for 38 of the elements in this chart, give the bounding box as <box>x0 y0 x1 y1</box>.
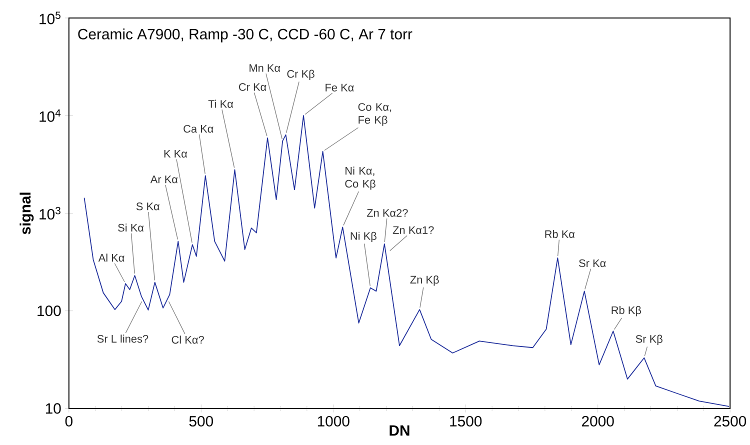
y-tick-label: 10$^{5}$ <box>40 12 60 24</box>
annotation: Sr Kβ <box>636 334 662 345</box>
text: Ceramic A7900, Ramp -30 C, CCD -60 C, Ar 7 torr <box>78 28 412 42</box>
line-series <box>84 114 730 407</box>
annotation: Ni Kα, Co Kβ <box>345 166 376 190</box>
y-tick-label: 10 <box>46 402 61 414</box>
annotation: Si Kα <box>118 223 144 232</box>
annotation: Zn Kα1? <box>392 226 434 234</box>
annotation: Al Kα <box>98 253 124 262</box>
x-tick-label: 0 <box>65 416 72 426</box>
annotation: Zn Kα2? <box>366 208 408 217</box>
annotation: Fe Kα <box>326 84 354 92</box>
annotation: Sr Kα <box>579 259 606 267</box>
x-tick-label: 1000 <box>318 416 350 426</box>
annotation: Cr Kβ <box>287 70 314 80</box>
annotation: Co Kα, Fe Kβ <box>358 102 392 126</box>
annotation: Sr L lines? <box>97 334 148 342</box>
x-tick-label: 2000 <box>582 416 614 426</box>
y-tick-label: 10$^{3}$ <box>40 206 60 220</box>
annotation: Cl Kα? <box>172 335 204 344</box>
y-axis-title: signal <box>20 192 34 234</box>
annotation: Ti Kα <box>208 100 234 108</box>
annotation: Rb Kα <box>545 230 575 238</box>
x-tick-label: 2500 <box>714 416 746 426</box>
y-tick-label: 100 <box>38 305 61 316</box>
annotation: Cr Kα <box>239 82 266 91</box>
annotation: K Kα <box>164 150 188 158</box>
annotation: Rb Kβ <box>612 306 642 316</box>
x-tick-label: 1500 <box>450 416 482 426</box>
annotation: Mn Kα <box>250 64 280 72</box>
x-tick-label: 500 <box>189 416 214 426</box>
x-axis-title: DN <box>390 425 410 436</box>
annotation: Ca Kα <box>184 124 214 132</box>
annotation: S Kα <box>136 202 160 210</box>
annotation: Ni Kβ <box>350 232 376 242</box>
annotation: Zn Kβ <box>410 275 439 286</box>
y-tick-label: 10$^{4}$ <box>40 109 61 122</box>
annotation: Ar Kα <box>150 175 178 184</box>
